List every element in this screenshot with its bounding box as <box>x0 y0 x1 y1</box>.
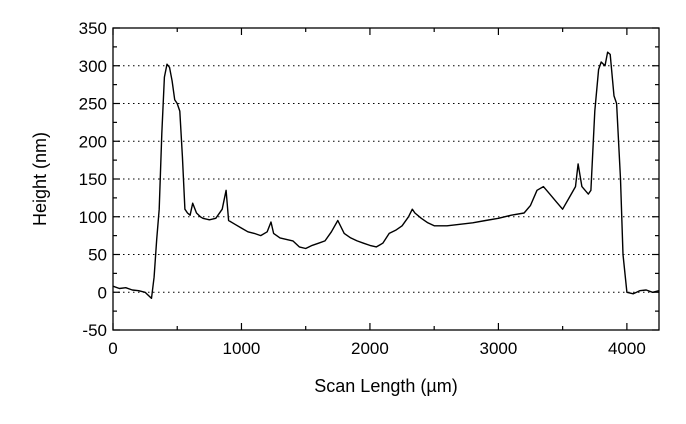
x-tick-labels: 0 1000 2000 3000 4000 <box>108 339 646 358</box>
y-tick-label: 150 <box>79 170 107 189</box>
y-tick-label: 300 <box>79 57 107 76</box>
y-tick-label: 350 <box>79 19 107 38</box>
y-tick-label: 200 <box>79 132 107 151</box>
series-line-1 <box>112 51 660 299</box>
x-tick-label: 4000 <box>608 339 646 358</box>
y-tick-label: 100 <box>79 208 107 227</box>
x-tick-label: 3000 <box>479 339 517 358</box>
series-layer <box>112 51 660 299</box>
gridlines <box>113 65 659 293</box>
y-axis-label: Height (nm) <box>30 132 50 226</box>
y-tick-label: 250 <box>79 95 107 114</box>
x-axis-label: Scan Length (µm) <box>314 376 457 396</box>
x-tick-label: 2000 <box>351 339 389 358</box>
y-tick-label: -50 <box>82 321 107 340</box>
x-tick-label: 0 <box>108 339 117 358</box>
x-tick-label: 1000 <box>223 339 261 358</box>
y-tick-labels: -50 0 50 100 150 200 250 300 350 <box>79 19 107 340</box>
axis-ticks <box>112 27 659 331</box>
y-tick-label: 50 <box>88 246 107 265</box>
plot-frame <box>112 27 660 331</box>
y-tick-label: 0 <box>98 283 107 302</box>
